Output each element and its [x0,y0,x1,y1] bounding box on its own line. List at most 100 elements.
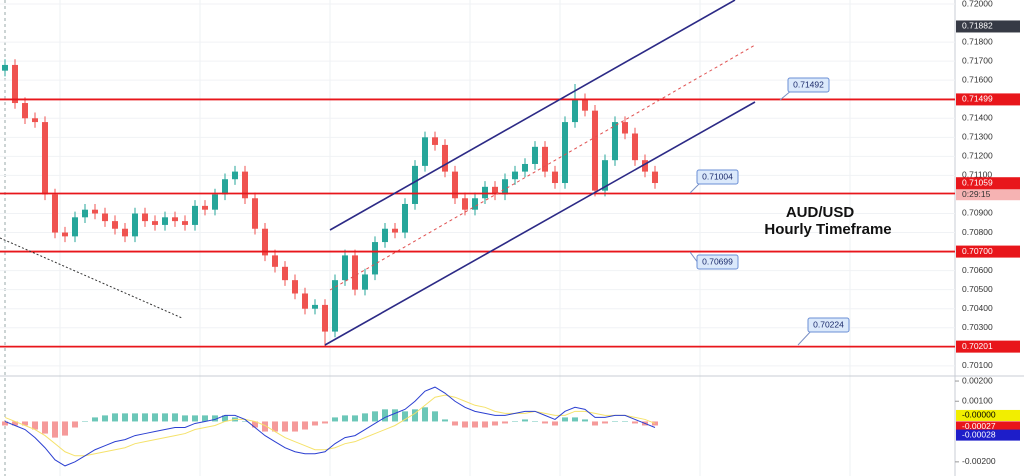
candle-body [522,163,528,172]
candle-body [592,110,598,191]
candle-body [582,99,588,111]
histogram-bar [212,415,218,422]
candle-body [282,266,288,281]
candle-body [302,293,308,309]
histogram-bar [372,411,378,422]
histogram-bar [582,419,588,422]
candle-body [642,160,648,172]
histogram-bar [242,421,248,422]
indicator-tag-label: -0.00000 [962,410,996,420]
candle-body [52,194,58,233]
candle-body [72,217,78,237]
candle-body [652,171,658,184]
main-pane: 0.72000 0.71800 0.71700 0.71600 0.71400 0.713… [0,0,1020,370]
callout-box [787,77,830,93]
candle-body [392,228,398,233]
candle-body [162,217,168,225]
drawings [0,0,756,346]
price-tag [956,245,1020,258]
candle-body [152,221,158,225]
histogram-bar [522,419,528,422]
candle-body [492,186,498,195]
price-tag-label: 0.71882 [962,21,993,31]
y-tick-label: 0.70100 [962,360,993,370]
candle-body [632,133,638,161]
price-tag [956,20,1020,33]
histogram-bar [512,421,518,422]
histogram-bar [612,421,618,422]
candle-body [312,304,318,309]
histogram-bar [12,421,18,426]
indicator-tag-label: -0.00028 [962,429,996,439]
callout-label: 0.71492 [793,79,824,89]
candle-body [412,165,418,204]
histogram-bar [182,415,188,422]
candle-body [572,99,578,123]
histogram-bar [202,415,208,422]
candle-body [622,122,628,134]
callout-label: 0.70699 [702,256,733,266]
candle-body [102,213,108,222]
candle-body [472,198,478,210]
candle-body [352,255,358,290]
histogram-bar [312,421,318,426]
candle-body [332,280,338,332]
histogram-bar [382,409,388,422]
chart-subtitle: Hourly Timeframe [764,221,891,238]
histogram-bar [632,421,638,424]
candle-body [132,213,138,237]
y-tick-label: 0.70300 [962,322,993,332]
histogram-bar [252,421,258,428]
candle-body [22,103,28,119]
candle-body [612,122,618,161]
chart-title: AUD/USD [786,204,855,221]
candle-body [62,232,68,237]
histogram-bar [162,413,168,422]
histogram-bar [92,417,98,422]
candle-body [252,198,258,229]
y-tick-label: 0.71600 [962,74,993,84]
candle-body [542,146,548,172]
y-tick-label: 0.71200 [962,151,993,161]
candle-body [32,118,38,123]
candle-body [552,171,558,184]
candle-body [382,228,388,243]
histogram-bar [152,413,158,422]
histogram-bar [562,417,568,422]
candle-body [192,205,198,225]
candle-body [292,280,298,294]
countdown-tag [956,189,1020,201]
histogram-bar [262,421,268,432]
histogram-bar [572,417,578,422]
price-tag-label: 0.70201 [962,341,993,351]
indicator-tag [956,409,1020,421]
candle-body [262,228,268,256]
candle-body [122,228,128,237]
candle-body [532,146,538,164]
candle-body [482,186,488,199]
callout-box [696,169,739,185]
price-tag [956,93,1020,106]
candle-body [212,194,218,210]
histogram-bar [82,421,88,422]
histogram-bar [352,415,358,422]
y-tick-label: 0.70900 [962,208,993,218]
callout-box [807,317,850,333]
histogram-bar [142,413,148,422]
histogram-bar [472,421,478,428]
histogram-bar [192,415,198,422]
histogram-bar [42,421,48,434]
indicator-tag [956,421,1020,433]
candle-body [562,122,568,184]
histogram-bar [112,413,118,422]
histogram-bar [332,417,338,422]
histogram-bar [322,421,328,424]
histogram-bar [342,415,348,422]
histogram-bar [72,421,78,428]
histogram-bar [302,421,308,430]
candle-body [602,160,608,191]
channel-lower [324,101,756,346]
callout-label: 0.71004 [702,171,733,181]
histogram-bar [362,413,368,422]
macd-pane: 0.00200 0.00100 -0.00200 -0.00000-0.00027-0… [2,375,1020,467]
